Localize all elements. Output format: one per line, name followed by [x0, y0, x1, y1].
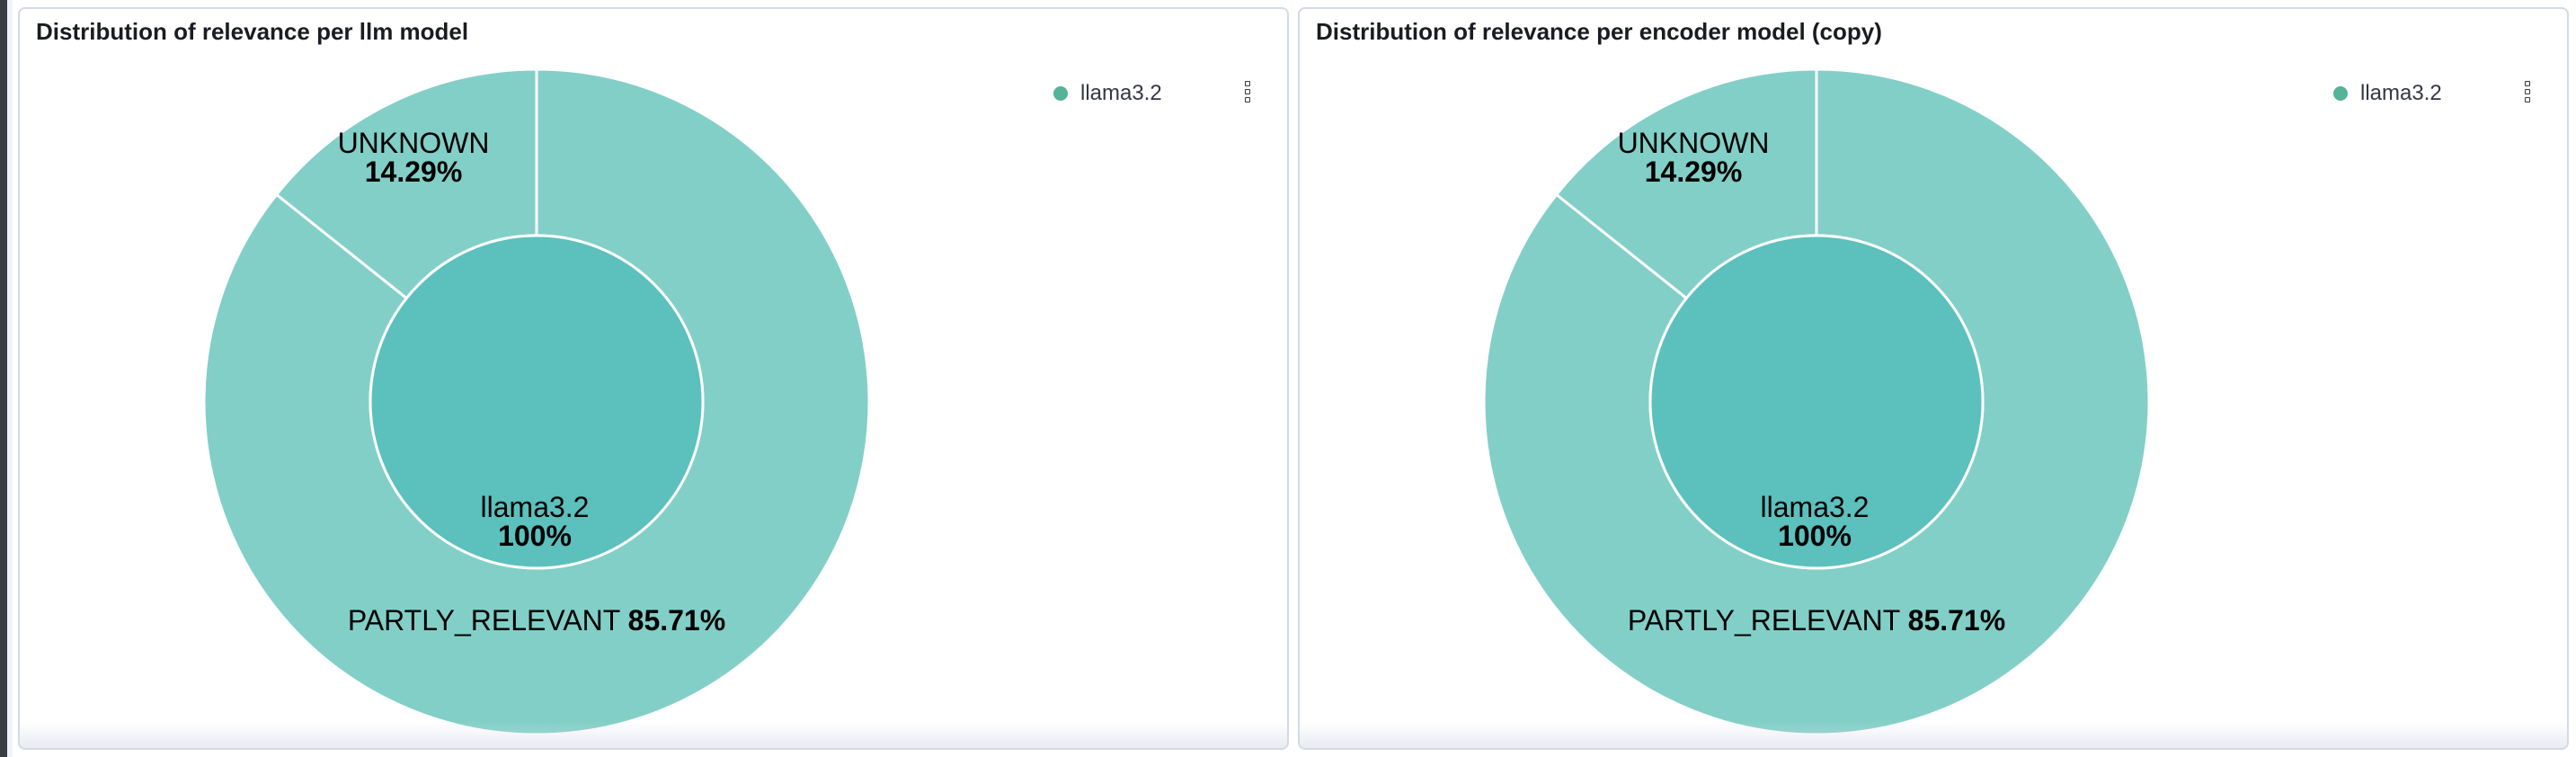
legend-label: llama3.2 [2360, 81, 2442, 105]
legend-swatch [1053, 86, 1068, 101]
panel-title: Distribution of relevance per llm model [36, 18, 469, 45]
window-edge [0, 0, 7, 757]
legend[interactable]: llama3.2 [2333, 81, 2442, 106]
data-label: UNKNOWN [1618, 127, 1770, 159]
data-label: PARTLY_RELEVANT 85.71% [1628, 604, 2005, 637]
data-label: PARTLY_RELEVANT 85.71% [348, 604, 725, 637]
data-label-value: 14.29% [1645, 156, 1743, 188]
data-label-value: 100% [1778, 520, 1852, 552]
chart-panel-llm: Distribution of relevance per llm model … [18, 7, 1289, 750]
window-gutter [7, 0, 13, 757]
chart-panel-encoder: Distribution of relevance per encoder mo… [1298, 7, 2569, 750]
pie-slice-llama3.2[interactable] [1648, 234, 1985, 570]
data-label-value: 100% [498, 520, 572, 552]
panel-bottom-shadow [20, 721, 1287, 748]
data-label: llama3.2 [481, 491, 590, 523]
pie-slice-llama3.2[interactable] [369, 234, 705, 570]
legend-swatch [2333, 86, 2348, 101]
panel-title: Distribution of relevance per encoder mo… [1316, 18, 1882, 45]
data-label: UNKNOWN [338, 127, 490, 159]
legend[interactable]: llama3.2 [1053, 81, 1162, 106]
panel-bottom-shadow [1300, 721, 2567, 748]
panel-options-icon[interactable] [2522, 81, 2535, 104]
legend-label: llama3.2 [1080, 81, 1162, 105]
data-label-value: 14.29% [365, 156, 463, 188]
data-label: llama3.2 [1761, 491, 1870, 523]
panel-options-icon[interactable] [1242, 81, 1255, 104]
